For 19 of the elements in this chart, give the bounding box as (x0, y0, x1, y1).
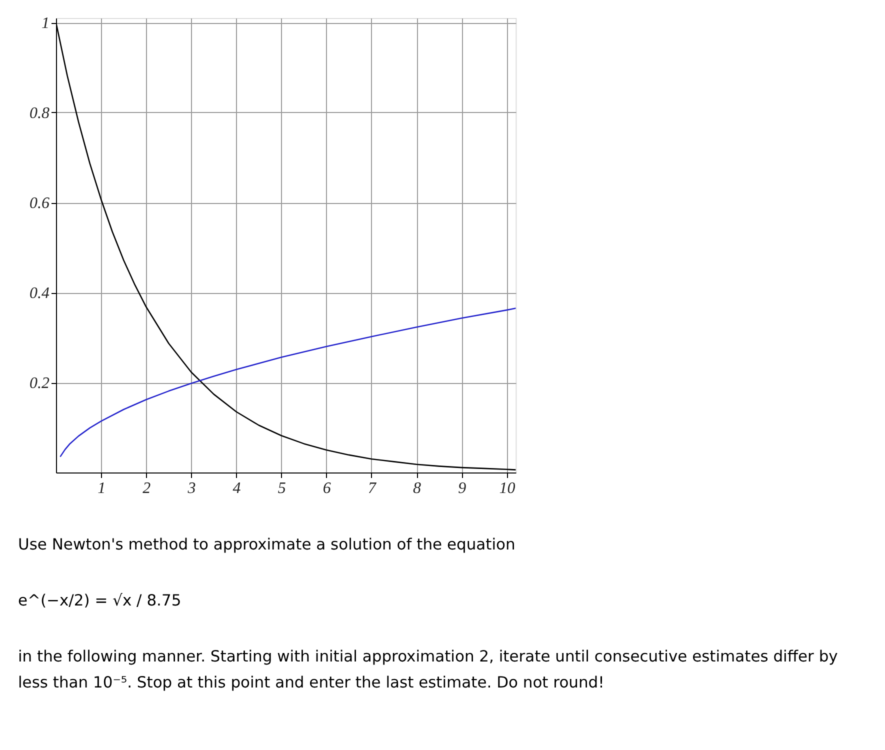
y-tick-label: 0.2 (30, 375, 50, 392)
x-tick-label: 2 (142, 480, 151, 497)
x-tick-label: 9 (458, 480, 466, 497)
x-tick-label: 1 (98, 480, 106, 497)
text: e^(−x/2) = √x / 8.75 (18, 591, 182, 610)
y-tick-label: 0.4 (30, 285, 50, 302)
y-tick-label: 0.6 (30, 195, 50, 212)
x-tick-label: 10 (499, 480, 516, 497)
x-tick-label: 4 (232, 480, 241, 497)
x-tick-label: 7 (368, 480, 377, 497)
text: in the following manner. Starting with initial approximation 2, iterate until consecutive estimates differ by less than 10⁻⁵. Stop at this point and enter the last estimate. Do not round! (18, 647, 838, 692)
y-tick-label: 1 (42, 15, 50, 32)
x-tick-label: 5 (278, 480, 286, 497)
x-tick-label: 6 (322, 480, 331, 497)
y-tick-label: 0.8 (30, 105, 50, 122)
x-tick-label: 8 (413, 480, 422, 497)
line-series (60, 308, 516, 457)
text: Use Newton's method to approximate a solution of the equation (18, 535, 516, 554)
x-tick-label: 3 (186, 480, 196, 497)
